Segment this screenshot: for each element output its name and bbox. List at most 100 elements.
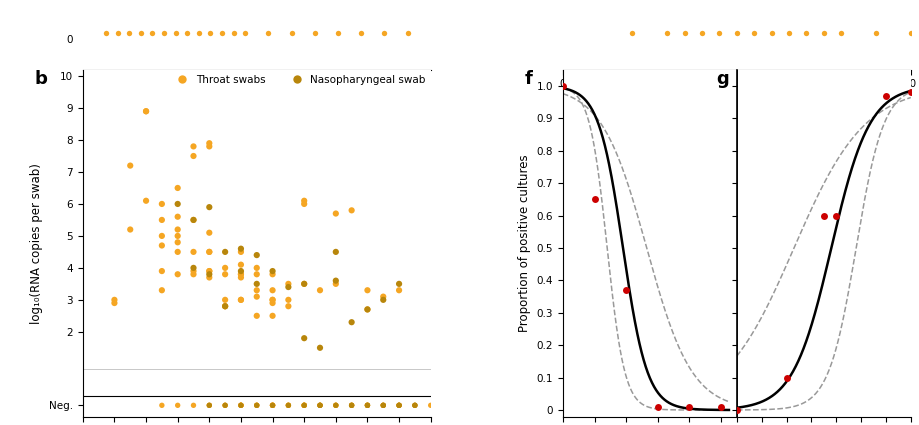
Point bbox=[139, 108, 153, 115]
Point bbox=[391, 402, 406, 409]
Point bbox=[202, 140, 217, 147]
Point bbox=[186, 216, 200, 223]
Point bbox=[123, 226, 138, 233]
Point bbox=[359, 306, 374, 313]
Point bbox=[359, 306, 374, 313]
Y-axis label: Proportion of positive cultures: Proportion of positive cultures bbox=[517, 154, 530, 332]
Point bbox=[202, 143, 217, 150]
Point bbox=[376, 402, 391, 409]
Point bbox=[344, 402, 358, 409]
Point bbox=[186, 402, 200, 409]
Point bbox=[391, 402, 406, 409]
Point bbox=[391, 402, 406, 409]
Point bbox=[202, 271, 217, 278]
Point bbox=[139, 108, 153, 115]
Point bbox=[828, 212, 843, 219]
Point bbox=[233, 249, 248, 255]
Point bbox=[233, 402, 248, 409]
Point bbox=[233, 245, 248, 252]
Point bbox=[312, 402, 327, 409]
Point bbox=[218, 271, 233, 278]
Point bbox=[297, 402, 312, 409]
Point bbox=[107, 300, 121, 306]
Point bbox=[191, 30, 206, 37]
Legend: Throat swabs, Nasopharyngeal swab: Throat swabs, Nasopharyngeal swab bbox=[172, 75, 425, 85]
Point bbox=[233, 402, 248, 409]
Point bbox=[781, 30, 796, 37]
Point bbox=[328, 249, 343, 255]
Point bbox=[280, 402, 295, 409]
Point bbox=[711, 30, 726, 37]
Point bbox=[676, 30, 691, 37]
Point bbox=[265, 271, 279, 278]
Point bbox=[265, 402, 279, 409]
Point bbox=[902, 30, 917, 37]
Point bbox=[202, 268, 217, 275]
Point bbox=[312, 402, 327, 409]
Point bbox=[170, 402, 185, 409]
Point bbox=[284, 30, 299, 37]
Point bbox=[650, 403, 664, 410]
Point bbox=[186, 143, 200, 150]
Point bbox=[280, 280, 295, 287]
Point bbox=[344, 402, 358, 409]
Point bbox=[407, 402, 422, 409]
Point bbox=[265, 402, 279, 409]
Point bbox=[391, 402, 406, 409]
Point bbox=[154, 242, 169, 249]
Point bbox=[815, 212, 830, 219]
Point bbox=[359, 402, 374, 409]
Point bbox=[407, 402, 422, 409]
Point bbox=[815, 30, 830, 37]
Point bbox=[713, 403, 728, 410]
Point bbox=[186, 249, 200, 255]
Point bbox=[186, 271, 200, 278]
Point bbox=[170, 226, 185, 233]
Point bbox=[202, 268, 217, 275]
Point bbox=[203, 30, 218, 37]
Point bbox=[218, 303, 233, 310]
Point bbox=[330, 30, 345, 37]
Point bbox=[202, 402, 217, 409]
Point bbox=[312, 344, 327, 351]
Point bbox=[391, 287, 406, 294]
Point bbox=[233, 402, 248, 409]
Point bbox=[297, 402, 312, 409]
Point bbox=[218, 249, 233, 255]
Point bbox=[586, 196, 601, 203]
Point bbox=[359, 402, 374, 409]
Point bbox=[265, 402, 279, 409]
Point bbox=[344, 402, 358, 409]
Point bbox=[354, 30, 369, 37]
Point bbox=[233, 402, 248, 409]
Point bbox=[344, 319, 358, 326]
Point bbox=[202, 402, 217, 409]
Point bbox=[233, 402, 248, 409]
Point bbox=[186, 264, 200, 271]
Point bbox=[218, 264, 233, 271]
Point bbox=[226, 30, 241, 37]
Point bbox=[233, 402, 248, 409]
Point bbox=[265, 296, 279, 303]
Point bbox=[694, 30, 709, 37]
Point bbox=[391, 280, 406, 287]
Point bbox=[280, 402, 295, 409]
Point bbox=[555, 82, 570, 89]
Point bbox=[202, 249, 217, 255]
Point bbox=[344, 402, 358, 409]
Point bbox=[249, 287, 264, 294]
Point bbox=[280, 402, 295, 409]
Point bbox=[391, 402, 406, 409]
Point bbox=[297, 402, 312, 409]
Point bbox=[729, 407, 743, 414]
Text: g: g bbox=[715, 70, 728, 88]
Point bbox=[312, 402, 327, 409]
Point bbox=[328, 402, 343, 409]
Point bbox=[154, 287, 169, 294]
Point bbox=[123, 162, 138, 169]
Point bbox=[307, 30, 322, 37]
Point bbox=[280, 402, 295, 409]
Point bbox=[218, 402, 233, 409]
Point bbox=[359, 287, 374, 294]
Point bbox=[154, 232, 169, 239]
